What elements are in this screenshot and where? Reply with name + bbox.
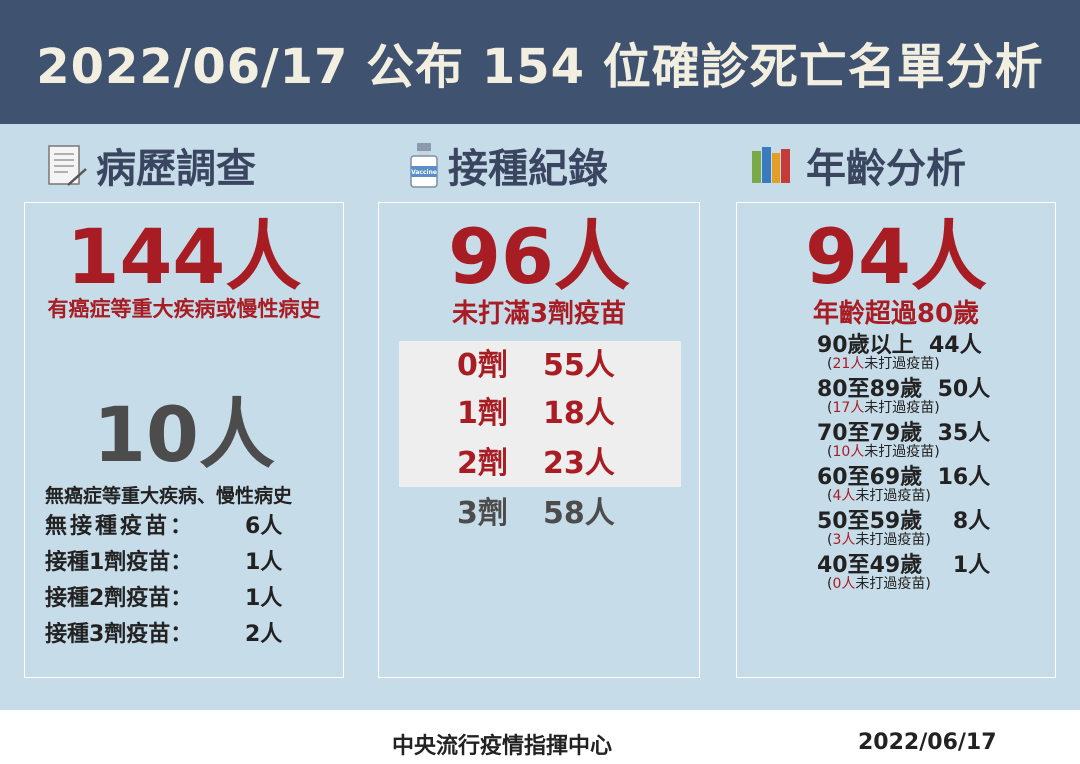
history-title-text: 病歷調查 (96, 146, 256, 192)
dose-row-1: 1劑 18人 (457, 396, 615, 431)
history-panel: 144人 有癌症等重大疾病或慢性病史 10人 無癌症等重大疾病、慢性病史 無接種… (24, 202, 344, 678)
dose-row-3: 3劑 58人 (457, 496, 615, 531)
history-breakdown-list: 無接種疫苗： 6人 接種1劑疫苗： 1人 接種2劑疫苗： 1人 接種3劑疫苗： 2人 (45, 509, 282, 653)
history-main-count: 144人 (66, 212, 302, 301)
vaccination-main-count: 96人 (448, 212, 630, 301)
vaccination-panel: 96人 未打滿3劑疫苗 0劑 55人 1劑 18人 2劑 23人 3劑 58人 (378, 202, 700, 678)
books-icon (752, 147, 790, 183)
vaccine-bottle-icon: Vaccine (410, 143, 438, 188)
age-section-title: 年齡分析 (750, 140, 966, 192)
vaccination-main-desc: 未打滿3劑疫苗 (451, 299, 627, 329)
footer-org: 中央流行疫情指揮中心 (392, 734, 613, 759)
unvaccinated-highlight-box (399, 341, 681, 487)
page-title: 2022/06/17 公布 154 位確診死亡名單分析 (36, 39, 1044, 95)
dose-row-0: 0劑 55人 (457, 348, 615, 383)
age-panel: 94人 年齡超過80歲 90歲以上 44人 (21人未打過疫苗) 80至89歲 … (736, 202, 1056, 678)
svg-text:Vaccine: Vaccine (411, 169, 437, 176)
list-item: 接種2劑疫苗： 1人 (45, 586, 283, 611)
document-icon (48, 145, 87, 186)
history-secondary-count: 10人 (93, 390, 275, 479)
list-item: 接種1劑疫苗： 1人 (45, 550, 283, 575)
age-main-desc: 年齡超過80歲 (812, 299, 980, 329)
header-banner: 2022/06/17 公布 154 位確診死亡名單分析 (0, 0, 1080, 124)
history-main-desc: 有癌症等重大疾病或慢性病史 (47, 297, 321, 321)
footer-date: 2022/06/17 (858, 730, 997, 755)
history-section-title: 病歷調查 (46, 140, 256, 192)
vaccination-section-title: Vaccine 接種紀錄 (408, 140, 608, 192)
vaccination-title-text: 接種紀錄 (448, 146, 608, 192)
list-item: 接種3劑疫苗： 2人 (45, 622, 283, 647)
list-item: 無接種疫苗： 6人 (45, 514, 283, 539)
age-title-text: 年齡分析 (806, 146, 966, 192)
history-secondary-desc: 無癌症等重大疾病、慢性病史 (45, 485, 293, 507)
footer: 中央流行疫情指揮中心 2022/06/17 (0, 710, 1080, 764)
age-main-count: 94人 (805, 212, 987, 301)
dose-row-2: 2劑 23人 (457, 446, 615, 481)
